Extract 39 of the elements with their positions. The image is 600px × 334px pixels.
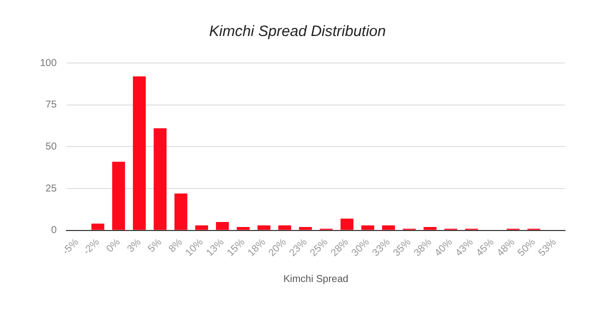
x-tick-label: 30% <box>350 236 372 259</box>
x-tick-label: 15% <box>225 236 248 259</box>
x-tick-label: 38% <box>412 236 434 259</box>
bar <box>340 218 354 230</box>
x-tick-label: 0% <box>104 236 123 255</box>
x-tick-label: 33% <box>370 236 393 259</box>
bar <box>216 222 229 230</box>
x-tick-label: 43% <box>454 236 476 259</box>
x-tick-label: 53% <box>536 236 559 259</box>
y-tick-label: 75 <box>46 100 58 111</box>
bar <box>236 227 250 230</box>
y-tick-label: 25 <box>46 183 58 194</box>
x-axis-title: Kimchi Spread <box>283 274 348 285</box>
bar <box>278 225 292 230</box>
x-tick-label: 40% <box>432 236 455 259</box>
bar <box>154 128 167 230</box>
bar <box>91 224 104 230</box>
bar <box>299 227 312 230</box>
bar <box>361 225 374 230</box>
y-tick-label: 100 <box>40 58 58 69</box>
bar <box>174 194 188 230</box>
x-tick-label: 3% <box>125 236 144 255</box>
x-tick-label: 45% <box>474 236 496 259</box>
bar <box>195 225 208 230</box>
bar <box>258 225 270 230</box>
chart-title: Kimchi Spread Distribution <box>209 23 386 40</box>
x-tick-label: 8% <box>166 236 186 255</box>
bar <box>112 162 126 230</box>
x-tick-label: -2% <box>82 236 102 258</box>
bar <box>132 76 146 230</box>
bar <box>424 227 436 230</box>
bar <box>382 225 395 230</box>
x-tick-label: 50% <box>516 236 538 259</box>
y-tick-label: 0 <box>51 225 58 236</box>
y-tick-label: 50 <box>46 141 58 152</box>
x-tick-label: -5% <box>60 236 82 258</box>
x-tick-label: 48% <box>495 236 518 259</box>
x-tick-label: 5% <box>146 236 164 255</box>
x-tick-label: 35% <box>391 236 414 259</box>
